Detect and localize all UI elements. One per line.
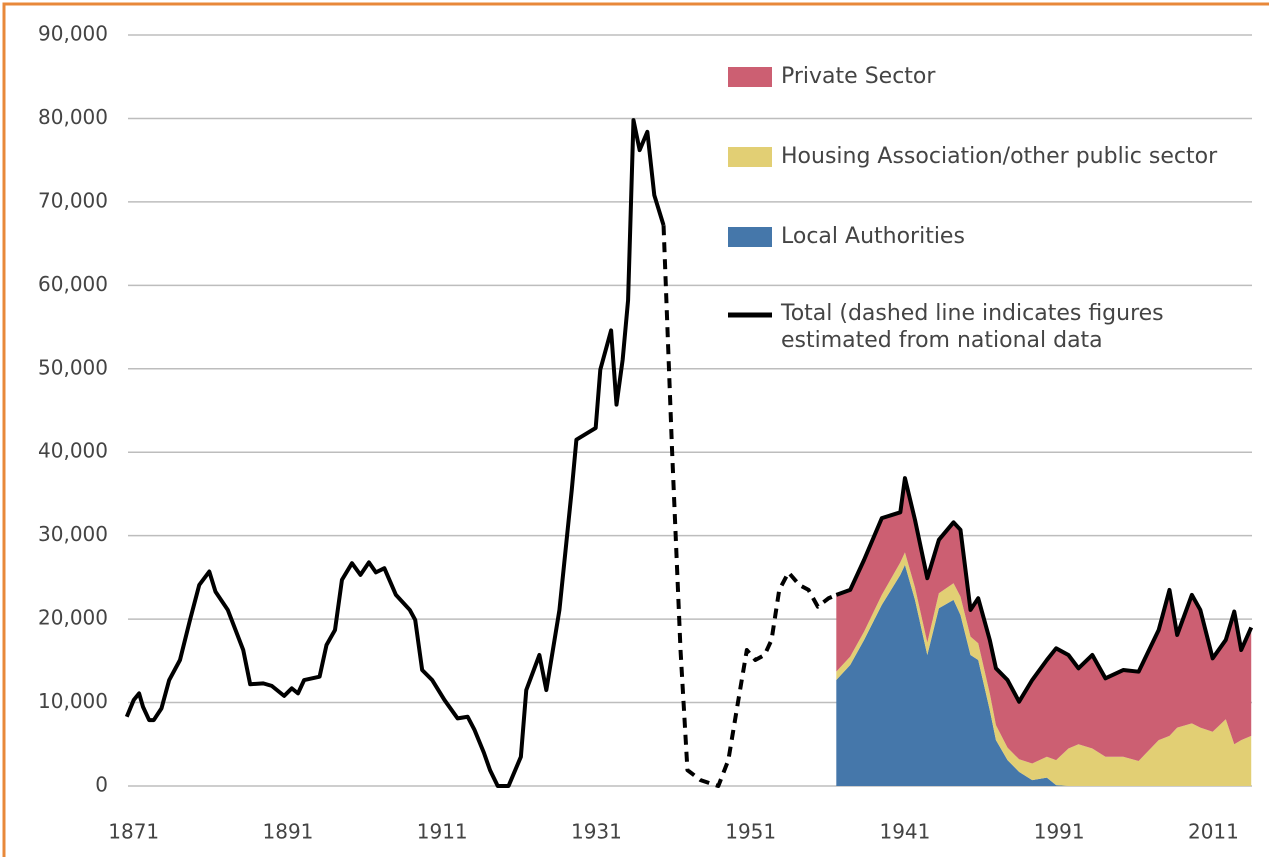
legend-label: Total (dashed line indicates figures est… xyxy=(781,301,1164,353)
legend-swatch xyxy=(728,67,772,87)
x-tick-label: 1911 xyxy=(417,820,468,844)
total-line xyxy=(124,118,666,788)
y-tick-label: 30,000 xyxy=(38,522,108,546)
x-tick-label: 1941 xyxy=(879,820,930,844)
y-tick-label: 10,000 xyxy=(38,689,108,713)
y-tick-label: 0 xyxy=(95,773,108,797)
x-tick-label: 1931 xyxy=(571,820,622,844)
y-tick-label: 90,000 xyxy=(38,22,108,46)
x-tick-label: 1951 xyxy=(725,820,776,844)
legend-label: Local Authorities xyxy=(781,224,965,249)
area xyxy=(836,552,1252,786)
x-tick-label: 1991 xyxy=(1034,820,1085,844)
y-tick-label: 60,000 xyxy=(38,272,108,296)
area xyxy=(836,564,1252,786)
y-tick-label: 20,000 xyxy=(38,606,108,630)
legend-label: Private Sector xyxy=(781,64,936,89)
x-tick-label: 1891 xyxy=(263,820,314,844)
x-tick-label: 1871 xyxy=(108,820,159,844)
total-line xyxy=(835,476,1254,704)
legend-swatch xyxy=(728,227,772,247)
area xyxy=(836,478,1252,764)
y-tick-label: 70,000 xyxy=(38,188,108,212)
legend-swatch xyxy=(728,147,772,167)
y-tick-label: 80,000 xyxy=(38,105,108,129)
total-line xyxy=(661,225,838,788)
x-tick-label: 2011 xyxy=(1188,820,1239,844)
y-tick-label: 50,000 xyxy=(38,355,108,379)
legend-label: Housing Association/other public sector xyxy=(781,144,1218,169)
y-tick-label: 40,000 xyxy=(38,439,108,463)
